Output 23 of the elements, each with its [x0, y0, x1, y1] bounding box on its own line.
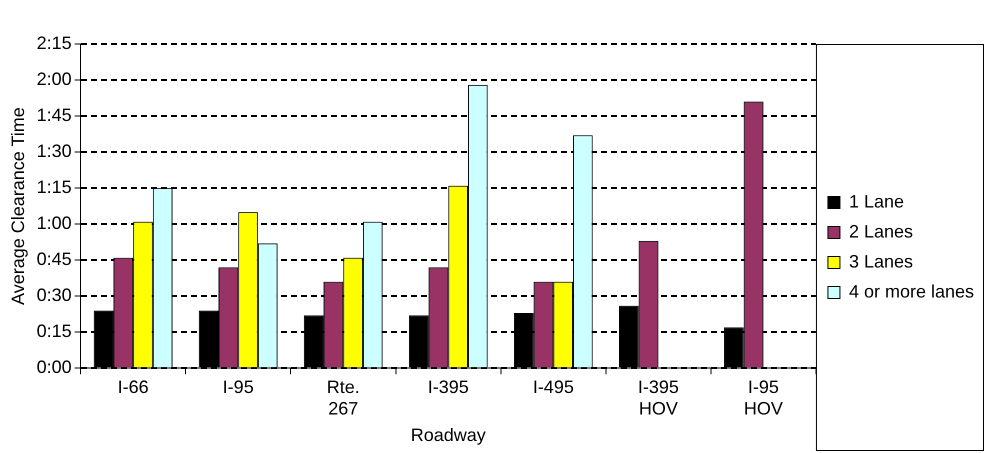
- x-tick-label: I-395: [428, 376, 469, 397]
- y-tick-label: 0:45: [36, 249, 72, 270]
- y-tick-label: 0:30: [36, 285, 72, 306]
- x-tick-label: I-95 HOV: [744, 376, 783, 419]
- x-tick-label: I-495: [532, 376, 574, 397]
- y-tick-label: 2:00: [36, 68, 72, 89]
- x-tick-label: I-95: [222, 376, 254, 397]
- x-tick-label: I-66: [118, 376, 149, 397]
- x-tick-label: Rte. 267: [326, 376, 360, 419]
- y-tick-label: 2:15: [36, 32, 72, 53]
- y-tick-label: 1:30: [36, 141, 72, 162]
- y-tick-label: 1:00: [36, 213, 72, 234]
- y-tick-label: 0:00: [36, 357, 72, 378]
- legend-label: 4 or more lanes: [848, 281, 974, 302]
- y-axis-title: Average Clearance Time: [8, 107, 28, 305]
- x-tick-label: I-395 HOV: [638, 376, 679, 419]
- y-tick-label: 0:15: [36, 321, 72, 342]
- y-tick-label: 1:15: [36, 177, 72, 198]
- y-tick-label: 1:45: [36, 105, 72, 126]
- x-axis-title: Roadway: [410, 425, 486, 446]
- legend-label: 2 Lanes: [848, 221, 914, 242]
- legend-label: 3 Lanes: [848, 251, 914, 272]
- legend-label: 1 Lane: [848, 191, 904, 212]
